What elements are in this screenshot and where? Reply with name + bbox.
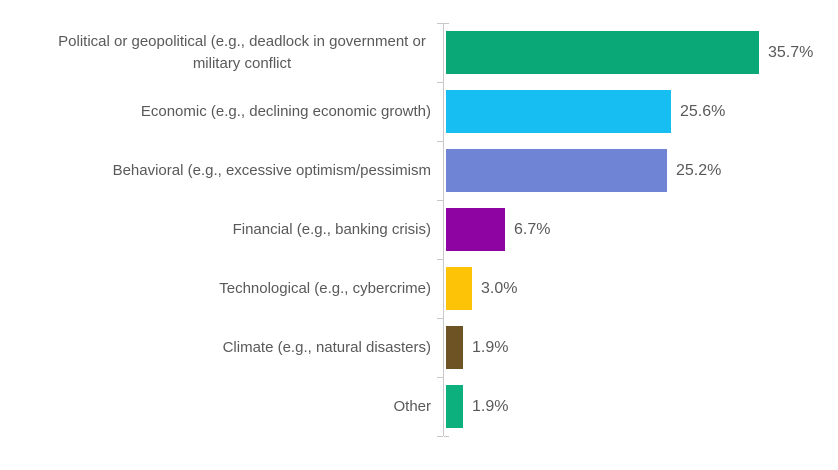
bar-cell: 6.7% xyxy=(443,208,838,251)
bar-cell: 1.9% xyxy=(443,385,838,428)
value-label: 3.0% xyxy=(481,279,518,297)
value-label: 1.9% xyxy=(472,397,509,415)
category-label: Technological (e.g., cybercrime) xyxy=(219,279,431,297)
chart-row: Economic (e.g., declining economic growt… xyxy=(0,82,838,141)
bar xyxy=(446,90,671,133)
category-label: Climate (e.g., natural disasters) xyxy=(222,338,431,356)
category-label-cell: Political or geopolitical (e.g., deadloc… xyxy=(0,31,443,75)
bar xyxy=(446,208,505,251)
axis-tick xyxy=(437,82,443,83)
category-label-cell: Climate (e.g., natural disasters) xyxy=(0,337,443,359)
category-label: Financial (e.g., banking crisis) xyxy=(232,220,431,238)
bar xyxy=(446,385,463,428)
category-label: Behavioral (e.g., excessive optimism/pes… xyxy=(112,161,431,179)
axis-end-cap xyxy=(444,23,449,24)
category-label: Other xyxy=(393,397,431,415)
bar-cell: 35.7% xyxy=(443,31,838,74)
value-label: 25.2% xyxy=(676,161,722,179)
bar xyxy=(446,149,667,192)
value-label: 35.7% xyxy=(768,43,814,61)
bar-cell: 3.0% xyxy=(443,267,838,310)
axis-end-cap xyxy=(444,436,449,437)
category-label-cell: Economic (e.g., declining economic growt… xyxy=(0,101,443,123)
category-label-cell: Financial (e.g., banking crisis) xyxy=(0,219,443,241)
axis-tick xyxy=(437,436,443,437)
chart-row: Financial (e.g., banking crisis) 6.7% xyxy=(0,200,838,259)
chart-row: Technological (e.g., cybercrime) 3.0% xyxy=(0,259,838,318)
bar xyxy=(446,326,463,369)
axis-tick xyxy=(437,377,443,378)
category-label: Economic (e.g., declining economic growt… xyxy=(140,102,431,120)
y-axis-line xyxy=(443,23,444,436)
chart-row: Climate (e.g., natural disasters) 1.9% xyxy=(0,318,838,377)
category-label-cell: Other xyxy=(0,396,443,418)
chart-row: Behavioral (e.g., excessive optimism/pes… xyxy=(0,141,838,200)
value-label: 6.7% xyxy=(514,220,551,238)
axis-tick xyxy=(437,318,443,319)
bar-cell: 1.9% xyxy=(443,326,838,369)
axis-tick xyxy=(437,259,443,260)
category-label: Political or geopolitical (e.g., deadloc… xyxy=(58,32,426,72)
value-label: 1.9% xyxy=(472,338,509,356)
bar xyxy=(446,267,472,310)
bar xyxy=(446,31,759,74)
category-label-cell: Behavioral (e.g., excessive optimism/pes… xyxy=(0,160,443,182)
bar-cell: 25.2% xyxy=(443,149,838,192)
chart-row: Political or geopolitical (e.g., deadloc… xyxy=(0,23,838,82)
axis-tick xyxy=(437,200,443,201)
bar-cell: 25.6% xyxy=(443,90,838,133)
axis-tick xyxy=(437,23,443,24)
category-label-cell: Technological (e.g., cybercrime) xyxy=(0,278,443,300)
axis-tick xyxy=(437,141,443,142)
chart-rows: Political or geopolitical (e.g., deadloc… xyxy=(0,23,838,436)
value-label: 25.6% xyxy=(680,102,726,120)
chart-row: Other 1.9% xyxy=(0,377,838,436)
